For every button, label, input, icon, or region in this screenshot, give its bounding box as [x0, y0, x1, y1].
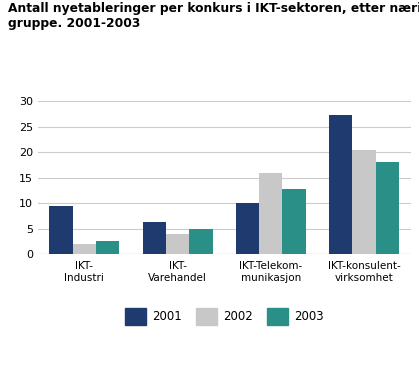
Bar	[329, 115, 352, 254]
Text: Antall nyetableringer per konkurs i IKT-sektoren, etter nærings-
gruppe. 2001-20: Antall nyetableringer per konkurs i IKT-…	[8, 2, 419, 30]
Bar	[236, 203, 259, 254]
Bar	[72, 244, 96, 254]
Bar	[352, 150, 376, 254]
Bar	[49, 206, 72, 254]
Bar	[189, 229, 212, 254]
Legend: 2001, 2002, 2003: 2001, 2002, 2003	[121, 304, 327, 328]
Bar	[142, 222, 166, 254]
Bar	[282, 189, 306, 254]
Bar	[376, 162, 399, 254]
Bar	[259, 172, 282, 254]
Bar	[166, 234, 189, 254]
Bar	[96, 240, 119, 254]
